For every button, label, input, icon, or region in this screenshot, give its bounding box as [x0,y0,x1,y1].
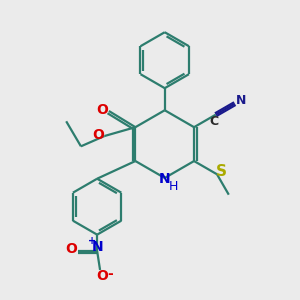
Text: C: C [210,115,219,128]
Text: O: O [97,269,108,283]
Text: S: S [216,164,227,179]
Text: O: O [97,103,108,117]
Text: N: N [91,240,103,254]
Text: O: O [66,242,77,256]
Text: -: - [107,267,113,281]
Text: N: N [236,94,247,106]
Text: +: + [88,236,96,245]
Text: O: O [92,128,104,142]
Text: N: N [159,172,170,186]
Text: H: H [168,180,178,193]
